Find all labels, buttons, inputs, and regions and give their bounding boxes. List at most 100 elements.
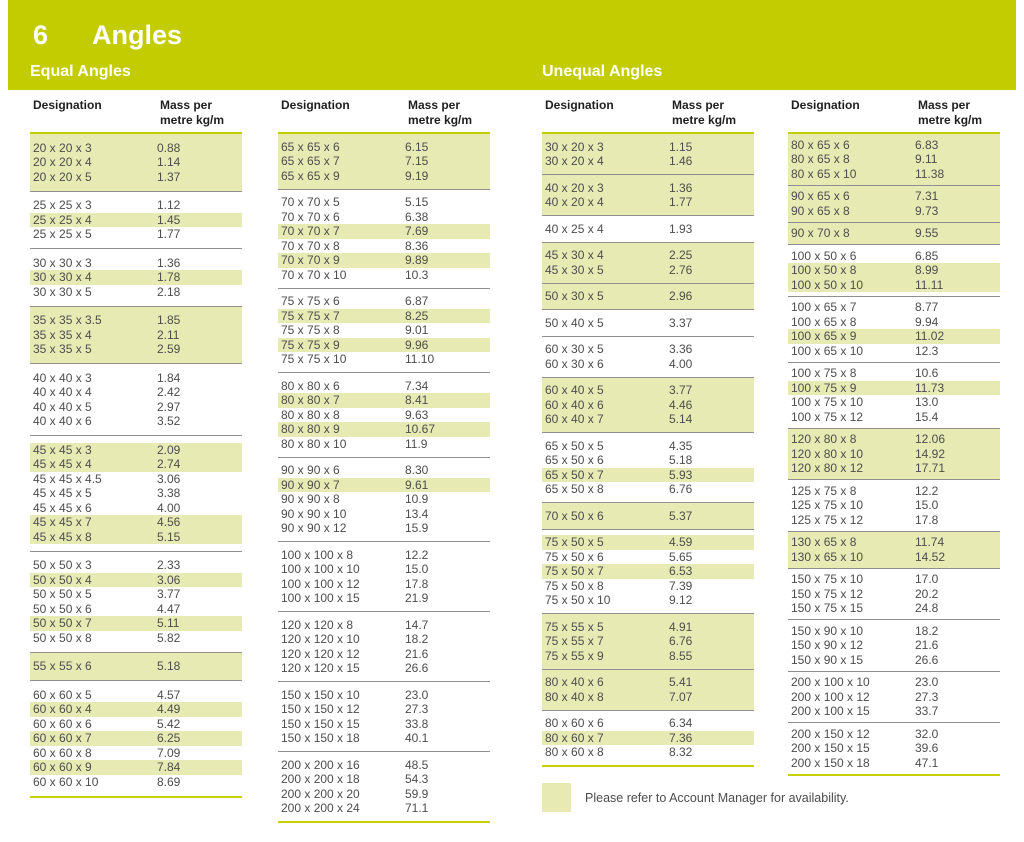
mass-cell: 5.18	[669, 453, 693, 467]
designation-cell: 90 x 90 x 10	[281, 506, 347, 521]
table-row: 30 x 30 x 3 1.36	[30, 256, 242, 271]
designation-cell: 60 x 60 x 7	[33, 731, 92, 745]
mass-cell: 15.9	[405, 521, 429, 535]
table-row: 125 x 75 x 10 15.0	[788, 498, 1000, 513]
designation-cell: 70 x 70 x 6	[281, 209, 340, 224]
size-group: 70 x 50 x 6 5.37	[542, 503, 754, 530]
mass-header-line1: Mass per	[160, 98, 213, 112]
table-row: 90 x 90 x 6 8.30	[278, 463, 490, 478]
mass-cell: 9.73	[915, 203, 939, 218]
designation-cell: 80 x 65 x 8	[791, 152, 850, 166]
designation-cell: 60 x 40 x 6	[545, 397, 604, 412]
table-row: 70 x 70 x 7 7.69	[278, 224, 490, 239]
table-row: 45 x 45 x 7 4.56	[30, 515, 242, 530]
table-row: 75 x 55 x 5 4.91	[542, 620, 754, 635]
designation-cell: 200 x 150 x 18	[791, 755, 870, 770]
designation-cell: 150 x 75 x 15	[791, 601, 864, 615]
mass-cell: 5.15	[405, 195, 429, 209]
mass-cell: 27.3	[915, 689, 939, 704]
mass-cell: 4.35	[669, 438, 693, 453]
mass-cell: 12.2	[915, 483, 939, 498]
mass-cell: 6.85	[915, 248, 939, 263]
mass-cell: 0.88	[157, 140, 181, 155]
mass-cell: 1.37	[157, 169, 181, 184]
table-row: 50 x 50 x 6 4.47	[30, 602, 242, 617]
table-row: 45 x 45 x 4 2.74	[30, 457, 242, 472]
column-body: 30 x 20 x 3 1.15 30 x 20 x 4 1.46 40 x 20 x …	[542, 132, 754, 767]
designation-cell: 80 x 80 x 10	[281, 436, 347, 451]
mass-cell: 17.8	[915, 512, 939, 527]
designation-cell: 90 x 65 x 8	[791, 203, 850, 218]
designation-cell: 120 x 80 x 10	[791, 446, 864, 461]
designation-cell: 100 x 75 x 9	[791, 380, 857, 395]
designation-cell: 65 x 50 x 6	[545, 453, 604, 467]
table-column-1: Designation Mass per metre kg/m 20 x 20 x 3…	[30, 92, 242, 798]
table-row: 75 x 75 x 8 9.01	[278, 323, 490, 338]
table-row: 80 x 80 x 9 10.67	[278, 422, 490, 437]
designation-cell: 150 x 150 x 18	[281, 731, 360, 745]
mass-cell: 3.06	[157, 471, 181, 486]
size-group: 40 x 40 x 3 1.84 40 x 40 x 4 2.42 40 x 40 x …	[30, 364, 242, 436]
designation-cell: 45 x 45 x 7	[33, 515, 92, 529]
designation-cell: 60 x 60 x 8	[33, 745, 92, 760]
designation-cell: 75 x 75 x 7	[281, 308, 340, 323]
mass-cell: 14.92	[915, 446, 946, 461]
mass-cell: 1.14	[157, 155, 181, 169]
table-row: 200 x 150 x 18 47.1	[788, 756, 1000, 771]
table-row: 75 x 50 x 7 6.53	[542, 564, 754, 579]
mass-cell: 8.30	[405, 463, 429, 477]
mass-cell: 14.7	[405, 617, 429, 632]
mass-cell: 12.2	[405, 547, 429, 562]
table-row: 40 x 40 x 5 2.97	[30, 400, 242, 415]
designation-cell: 40 x 40 x 6	[33, 414, 92, 428]
size-group: 125 x 75 x 8 12.2 125 x 75 x 10 15.0 125 x 7…	[788, 480, 1000, 532]
table-row: 60 x 40 x 7 5.14	[542, 412, 754, 427]
designation-cell: 35 x 35 x 4	[33, 327, 92, 342]
designation-cell: 80 x 65 x 6	[791, 137, 850, 152]
designation-cell: 65 x 65 x 9	[281, 168, 340, 183]
mass-cell: 6.25	[157, 731, 181, 745]
mass-cell: 23.0	[405, 687, 429, 702]
table-row: 100 x 75 x 8 10.6	[788, 366, 1000, 381]
table-row: 80 x 65 x 10 11.38	[788, 167, 1000, 182]
size-group: 40 x 25 x 4 1.93	[542, 216, 754, 243]
column-header: Designation Mass per metre kg/m	[30, 92, 242, 132]
designation-cell: 100 x 75 x 8	[791, 366, 857, 380]
size-group: 50 x 40 x 5 3.37	[542, 310, 754, 337]
designation-cell: 70 x 70 x 9	[281, 253, 340, 267]
mass-cell: 7.34	[405, 378, 429, 393]
mass-cell: 9.19	[405, 168, 429, 183]
table-row: 50 x 30 x 5 2.96	[542, 289, 754, 304]
mass-cell: 9.12	[669, 593, 693, 607]
mass-cell: 32.0	[915, 726, 939, 741]
size-group: 60 x 40 x 5 3.77 60 x 40 x 6 4.46 60 x 40 x …	[542, 377, 754, 433]
mass-cell: 5.37	[669, 508, 693, 523]
size-group: 130 x 65 x 8 11.74 130 x 65 x 10 14.52	[788, 531, 1000, 569]
table-row: 200 x 100 x 10 23.0	[788, 675, 1000, 690]
mass-cell: 7.15	[405, 154, 429, 168]
mass-cell: 1.78	[157, 270, 181, 284]
designation-cell: 90 x 70 x 8	[791, 226, 850, 240]
mass-cell: 2.59	[157, 342, 181, 356]
table-row: 150 x 150 x 15 33.8	[278, 717, 490, 732]
mass-cell: 33.8	[405, 716, 429, 731]
table-row: 120 x 80 x 12 17.71	[788, 461, 1000, 476]
designation-cell: 150 x 90 x 15	[791, 652, 864, 667]
mass-cell: 1.77	[669, 195, 693, 209]
mass-header: Mass per metre kg/m	[408, 98, 490, 128]
designation-cell: 75 x 50 x 8	[545, 578, 604, 593]
designation-cell: 200 x 100 x 10	[791, 675, 870, 689]
mass-cell: 2.33	[157, 558, 181, 572]
size-group: 75 x 50 x 5 4.59 75 x 50 x 6 5.65 75 x 50 x …	[542, 530, 754, 614]
mass-cell: 7.07	[669, 689, 693, 704]
designation-cell: 60 x 60 x 10	[33, 774, 99, 789]
designation-cell: 100 x 65 x 8	[791, 314, 857, 329]
table-row: 80 x 40 x 8 7.07	[542, 690, 754, 705]
table-row: 75 x 75 x 6 6.87	[278, 294, 490, 309]
mass-cell: 7.39	[669, 578, 693, 593]
mass-cell: 18.2	[405, 632, 429, 646]
designation-cell: 100 x 75 x 10	[791, 395, 864, 409]
mass-cell: 2.97	[157, 399, 181, 414]
table-row: 150 x 90 x 10 18.2	[788, 624, 1000, 639]
table-row: 75 x 50 x 5 4.59	[542, 535, 754, 550]
